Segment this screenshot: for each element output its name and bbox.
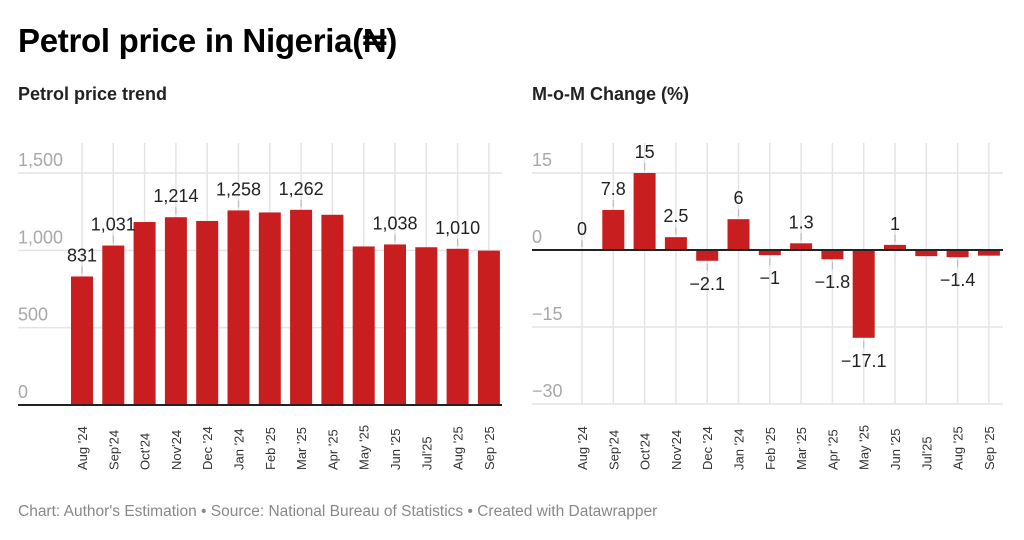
price-data-label: 1,258 — [216, 179, 261, 199]
mom-data-label: 15 — [635, 142, 655, 162]
mom-bar — [727, 219, 750, 250]
mom-bar — [664, 237, 687, 250]
price-x-tick-label: Jul'25 — [419, 436, 434, 470]
left-chart-title: Petrol price trend — [18, 84, 168, 104]
mom-bar — [884, 244, 906, 250]
price-x-tick-label: Aug '25 — [451, 426, 466, 470]
mom-bar — [633, 173, 656, 250]
mom-data-label: 7.8 — [601, 179, 626, 199]
mom-x-tick-label: Jan '24 — [732, 428, 747, 470]
mom-x-tick-label: Dec '24 — [700, 426, 715, 470]
right-chart-title: M-o-M Change (%) — [532, 84, 689, 104]
price-bar — [196, 220, 219, 405]
mom-data-label: 2.5 — [663, 206, 688, 226]
mom-bar — [758, 250, 781, 256]
mom-data-label: −2.1 — [689, 274, 725, 294]
mom-y-tick-label: 0 — [532, 227, 542, 247]
price-x-tick-label: Aug '24 — [75, 426, 90, 470]
price-x-tick-label: Dec '24 — [200, 426, 215, 470]
price-y-tick-label: 0 — [18, 382, 28, 402]
chart-title: Petrol price in Nigeria(₦) — [18, 22, 398, 59]
mom-x-tick-label: Sep '25 — [982, 426, 997, 470]
price-x-tick-label: Jan '24 — [232, 428, 247, 470]
mom-x-tick-label: Jun '25 — [888, 428, 903, 470]
price-bar — [321, 214, 344, 405]
mom-y-tick-label: −15 — [532, 304, 563, 324]
price-bar — [164, 217, 187, 405]
price-x-tick-label: Nov'24 — [169, 430, 184, 470]
mom-data-label: 1.3 — [789, 212, 814, 232]
price-x-tick-label: May '25 — [357, 425, 372, 470]
mom-x-tick-label: Jul'25 — [919, 436, 934, 470]
price-bar — [71, 276, 93, 405]
mom-bar — [696, 250, 719, 261]
mom-x-tick-label: Oct'24 — [638, 433, 653, 470]
mom-data-label: −1 — [760, 268, 781, 288]
price-bar — [352, 246, 375, 405]
mom-x-tick-label: Nov'24 — [669, 430, 684, 470]
price-x-tick-label: Sep '25 — [482, 426, 497, 470]
price-bar — [133, 222, 156, 405]
price-x-tick-label: Feb '25 — [263, 427, 278, 470]
price-bar — [102, 245, 125, 405]
price-bar — [384, 244, 406, 405]
mom-x-tick-label: Sep'24 — [606, 430, 621, 470]
price-data-label: 1,031 — [91, 215, 136, 235]
mom-data-label: −17.1 — [841, 351, 887, 371]
mom-bar — [602, 209, 625, 250]
mom-x-tick-label: Aug '25 — [951, 426, 966, 470]
mom-y-tick-label: 15 — [532, 150, 552, 170]
mom-x-tick-label: Apr '25 — [825, 429, 840, 470]
price-x-tick-label: Oct'24 — [138, 433, 153, 470]
price-x-tick-label: Mar '25 — [294, 427, 309, 470]
mom-bar — [852, 250, 875, 338]
mom-bar — [790, 243, 813, 250]
price-data-label: 1,038 — [372, 213, 417, 233]
mom-bar — [821, 250, 844, 260]
price-bar — [227, 210, 250, 405]
mom-bar — [977, 250, 1000, 256]
price-x-tick-label: Apr '25 — [325, 429, 340, 470]
price-bar — [415, 247, 438, 405]
price-data-label: 1,262 — [279, 179, 324, 199]
mom-y-tick-label: −30 — [532, 381, 563, 401]
mom-data-label: −1.4 — [940, 270, 976, 290]
mom-x-tick-label: Feb '25 — [763, 427, 778, 470]
price-y-tick-label: 1,000 — [18, 227, 63, 247]
mom-x-tick-label: May '25 — [857, 425, 872, 470]
chart-footer: Chart: Author's Estimation • Source: Nat… — [18, 503, 658, 520]
price-bar — [290, 209, 313, 405]
price-bar — [446, 248, 469, 405]
price-x-tick-label: Jun '25 — [388, 428, 403, 470]
price-data-label: 1,010 — [435, 218, 480, 238]
mom-data-label: 6 — [733, 188, 743, 208]
mom-bar — [946, 250, 969, 258]
mom-data-label: −1.8 — [815, 272, 851, 292]
price-y-tick-label: 500 — [18, 305, 48, 325]
price-bar — [258, 212, 281, 405]
price-x-tick-label: Sep'24 — [106, 430, 121, 470]
mom-data-label: 1 — [890, 214, 900, 234]
price-data-label: 1,214 — [153, 186, 198, 206]
price-data-label: 831 — [67, 245, 97, 265]
mom-bar — [915, 250, 938, 257]
mom-x-tick-label: Aug '24 — [575, 426, 590, 470]
mom-data-label: 0 — [577, 219, 587, 239]
mom-x-tick-label: Mar '25 — [794, 427, 809, 470]
price-bar — [477, 250, 500, 405]
price-y-tick-label: 1,500 — [18, 150, 63, 170]
